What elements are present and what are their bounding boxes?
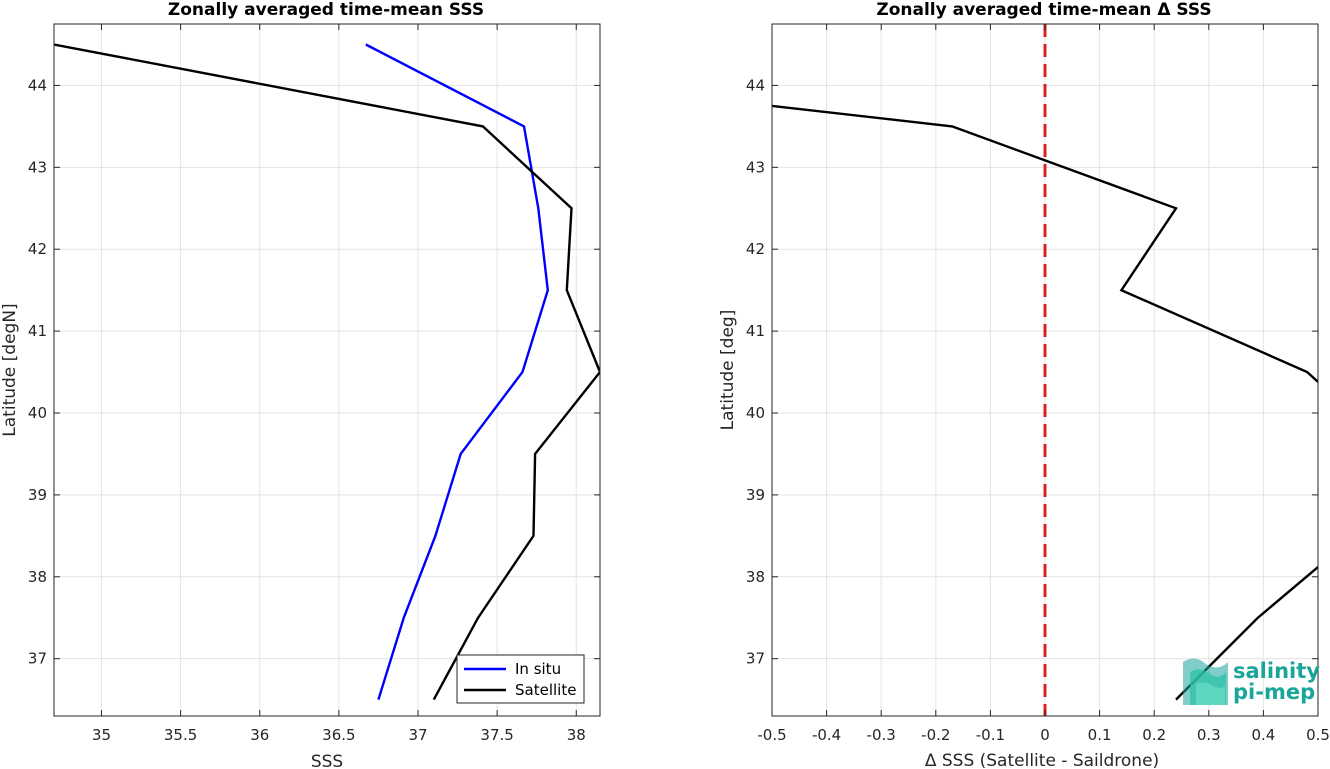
right-y-tick-label: 39 bbox=[746, 486, 765, 504]
left-y-axis-label: Latitude [degN] bbox=[0, 303, 20, 436]
right-x-tick-label: 0.1 bbox=[1088, 726, 1112, 744]
left-panel: Zonally averaged time-mean SSS 35 35.5 36 3… bbox=[0, 0, 601, 769]
salinity-pi-mep-logo: salinity pi-mep bbox=[1183, 658, 1320, 705]
left-plot-area bbox=[54, 24, 600, 716]
left-series-line-satellite bbox=[54, 43, 600, 701]
right-y-tick-label: 41 bbox=[746, 322, 765, 340]
left-y-tick-label: 39 bbox=[28, 486, 47, 504]
left-series-line-in-situ bbox=[365, 43, 550, 700]
right-x-tick-label: -0.2 bbox=[921, 726, 950, 744]
left-y-tick-label: 42 bbox=[28, 240, 47, 258]
left-y-tick-label: 40 bbox=[28, 404, 47, 422]
right-y-tick-label: 42 bbox=[746, 240, 765, 258]
right-y-tick-label: 40 bbox=[746, 404, 765, 422]
right-chart-title: Zonally averaged time-mean Δ SSS bbox=[876, 0, 1211, 20]
logo-waves-icon bbox=[1183, 658, 1228, 705]
logo-line1: salinity bbox=[1233, 659, 1320, 683]
left-axes-box bbox=[53, 23, 601, 717]
left-y-tick-label: 44 bbox=[28, 76, 47, 94]
left-y-tick-label: 38 bbox=[28, 568, 47, 586]
right-x-tick-label: -0.4 bbox=[812, 726, 841, 744]
logo-line2: pi-mep bbox=[1233, 680, 1315, 704]
right-y-tick-label: 44 bbox=[746, 76, 765, 94]
left-x-axis-label: SSS bbox=[311, 752, 343, 769]
left-x-tick-label: 36.5 bbox=[322, 726, 355, 744]
left-y-tick-label: 37 bbox=[28, 650, 47, 668]
right-y-tick-label: 37 bbox=[746, 650, 765, 668]
right-x-tick-label: -0.5 bbox=[757, 726, 786, 744]
left-chart-title: Zonally averaged time-mean SSS bbox=[168, 0, 484, 20]
right-series-line-series-0 bbox=[772, 104, 1318, 383]
right-x-tick-label: 0.3 bbox=[1197, 726, 1221, 744]
right-panel: Zonally averaged time-mean Δ SSS -0.5 -0.… bbox=[718, 0, 1330, 769]
left-tick-labels: 35 35.5 36 36.5 37 37.5 38 37 38 39 40 41 42 43 44 bbox=[28, 24, 600, 744]
left-series-layer bbox=[54, 43, 600, 701]
legend: In situ Satellite bbox=[456, 654, 585, 704]
right-x-tick-label: -0.3 bbox=[867, 726, 896, 744]
legend-satellite-label: Satellite bbox=[515, 681, 576, 699]
left-x-tick-label: 38 bbox=[567, 726, 586, 744]
right-y-tick-label: 43 bbox=[746, 158, 765, 176]
left-x-tick-label: 35 bbox=[92, 726, 111, 744]
legend-box bbox=[456, 654, 585, 704]
right-y-axis-label: Latitude [deg] bbox=[718, 310, 738, 431]
right-x-axis-label: Δ SSS (Satellite - Saildrone) bbox=[925, 751, 1159, 769]
left-x-tick-label: 36 bbox=[250, 726, 269, 744]
left-x-tick-label: 37 bbox=[408, 726, 427, 744]
right-x-tick-label: 0 bbox=[1040, 726, 1050, 744]
right-x-tick-label: 0.5 bbox=[1306, 726, 1330, 744]
left-x-tick-label: 37.5 bbox=[480, 726, 513, 744]
left-y-tick-label: 43 bbox=[28, 158, 47, 176]
right-tick-labels: -0.5 -0.4 -0.3 -0.2 -0.1 0 0.1 0.2 0.3 0.4 0.5 37 38… bbox=[746, 24, 1330, 744]
left-x-tick-label: 35.5 bbox=[164, 726, 197, 744]
left-y-tick-label: 41 bbox=[28, 322, 47, 340]
right-x-tick-label: 0.2 bbox=[1142, 726, 1166, 744]
right-x-tick-label: -0.1 bbox=[976, 726, 1005, 744]
right-y-tick-label: 38 bbox=[746, 568, 765, 586]
right-x-tick-label: 0.4 bbox=[1251, 726, 1275, 744]
legend-in-situ-label: In situ bbox=[515, 660, 561, 678]
